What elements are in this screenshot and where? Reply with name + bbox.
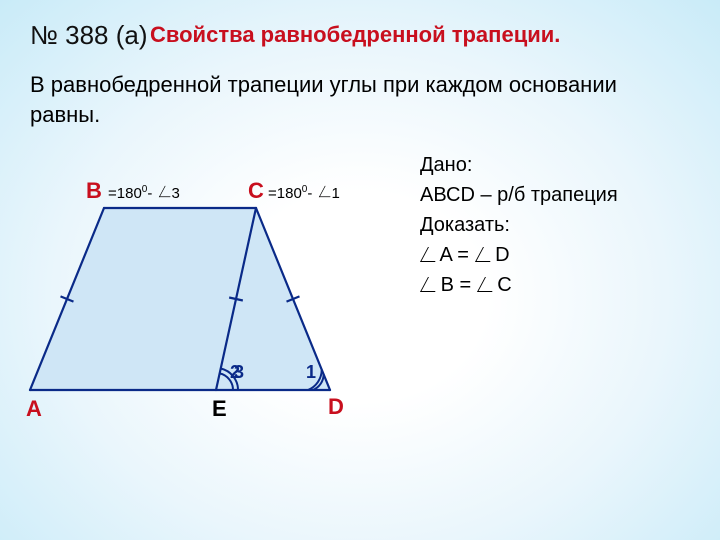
formula-b-sup: 0 bbox=[142, 184, 148, 195]
vertex-label-b: B bbox=[86, 178, 102, 204]
vertex-label-d: D bbox=[328, 394, 344, 420]
angle-label-1: 1 bbox=[306, 362, 316, 383]
vertex-label-a: A bbox=[26, 396, 42, 422]
formula-c-prefix: =180 bbox=[268, 185, 302, 202]
vertex-label-c: C bbox=[248, 178, 264, 204]
angle-icon bbox=[318, 186, 329, 197]
angle-label-3: 3 bbox=[234, 362, 244, 383]
formula-at-c: =1800- 1 bbox=[268, 184, 340, 202]
formula-c-sup: 0 bbox=[302, 184, 308, 195]
formula-at-b: =1800- 3 bbox=[108, 184, 180, 202]
angle-icon bbox=[158, 186, 169, 197]
trapezoid-diagram bbox=[0, 0, 720, 540]
vertex-label-e: E bbox=[212, 396, 227, 422]
formula-b-prefix: =180 bbox=[108, 185, 142, 202]
